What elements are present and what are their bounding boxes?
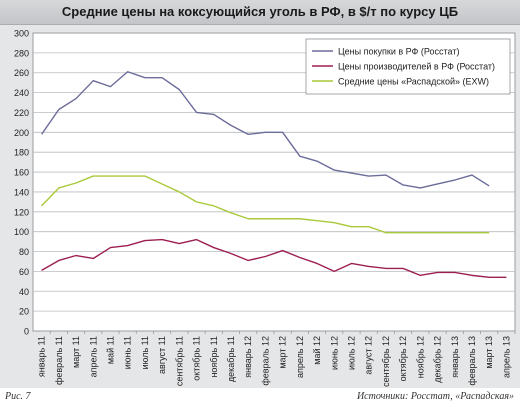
- x-tick-label: апрель 12: [295, 336, 305, 378]
- x-tick-label: май 11: [105, 336, 115, 364]
- series-line-3: [41, 175, 490, 234]
- series-line-2: [41, 238, 507, 279]
- x-tick-label: сентябрь 12: [381, 336, 391, 387]
- y-tick-label: 100: [14, 227, 29, 237]
- x-axis-ticks: январь 11 февраль 11 март 11 апрель 11 май 1…: [37, 331, 516, 387]
- figure-label: Рис. 7: [5, 391, 31, 402]
- x-tick-label: март 11: [71, 336, 81, 368]
- x-tick-label: апрель 13: [501, 336, 511, 378]
- x-tick-label: февраль 12: [260, 336, 270, 386]
- source-label: Источники: Росстат, «Распадская»: [356, 391, 514, 402]
- y-axis-ticks: 0 20 40 60 80 100 120 140 160 180 200 220 240 260 280 3…: [14, 29, 29, 337]
- y-tick-label: 300: [14, 29, 29, 39]
- y-tick-label: 20: [19, 307, 29, 317]
- x-tick-label: август 12: [364, 336, 374, 375]
- x-tick-label: декабрь 11: [226, 336, 236, 382]
- x-tick-label: август 11: [157, 336, 167, 374]
- y-tick-label: 0: [24, 327, 29, 337]
- title-bar: Средние цены на коксующийся уголь в РФ, …: [0, 0, 520, 25]
- y-tick-label: 240: [14, 88, 29, 98]
- y-tick-label: 280: [14, 48, 29, 58]
- y-tick-label: 80: [19, 247, 29, 257]
- legend-label-3: Средние цены «Распадской» (EXW): [338, 77, 489, 87]
- legend-label-1: Цены покупки в РФ (Росстат): [338, 47, 459, 57]
- chart-title: Средние цены на коксующийся уголь в РФ, …: [61, 4, 459, 19]
- series-layer: [41, 71, 507, 279]
- x-tick-label: январь 12: [243, 336, 253, 378]
- y-tick-label: 120: [14, 207, 29, 217]
- x-tick-label: февраль 11: [54, 336, 64, 385]
- x-tick-label: июль 12: [346, 336, 356, 370]
- x-tick-label: июль 11: [140, 336, 150, 369]
- x-tick-label: апрель 11: [88, 336, 98, 377]
- x-tick-label: июнь 11: [123, 336, 133, 369]
- legend-label-2: Цены производителей в РФ (Росстат): [338, 62, 495, 72]
- y-tick-label: 220: [14, 108, 29, 118]
- y-tick-label: 200: [14, 128, 29, 138]
- x-tick-label: июнь 12: [329, 336, 339, 370]
- y-tick-label: 180: [14, 148, 29, 158]
- x-tick-label: май 12: [312, 336, 322, 365]
- x-tick-label: ноябрь 11: [209, 336, 219, 378]
- x-tick-label: октябрь 11: [192, 336, 202, 381]
- x-tick-label: март 13: [484, 336, 494, 369]
- y-tick-label: 260: [14, 68, 29, 78]
- legend-box: [305, 38, 511, 95]
- x-tick-label: февраль 13: [467, 336, 477, 386]
- x-tick-label: январь 11: [37, 336, 47, 377]
- x-tick-label: декабрь 12: [433, 336, 443, 383]
- x-tick-label: октябрь 12: [398, 336, 408, 381]
- grid-layer: [33, 52, 515, 312]
- series-line-1: [41, 71, 490, 189]
- y-tick-label: 60: [19, 267, 29, 277]
- y-tick-label: 40: [19, 287, 29, 297]
- x-tick-label: январь 13: [450, 336, 460, 378]
- x-tick-label: март 12: [278, 336, 288, 369]
- y-tick-label: 160: [14, 168, 29, 178]
- x-tick-label: ноябрь 12: [415, 336, 425, 378]
- x-tick-label: сентябрь 11: [174, 336, 184, 386]
- footer-bar: [0, 388, 520, 407]
- legend: Цены покупки в РФ (Росстат) Цены производ…: [305, 38, 511, 95]
- y-tick-label: 140: [14, 187, 29, 197]
